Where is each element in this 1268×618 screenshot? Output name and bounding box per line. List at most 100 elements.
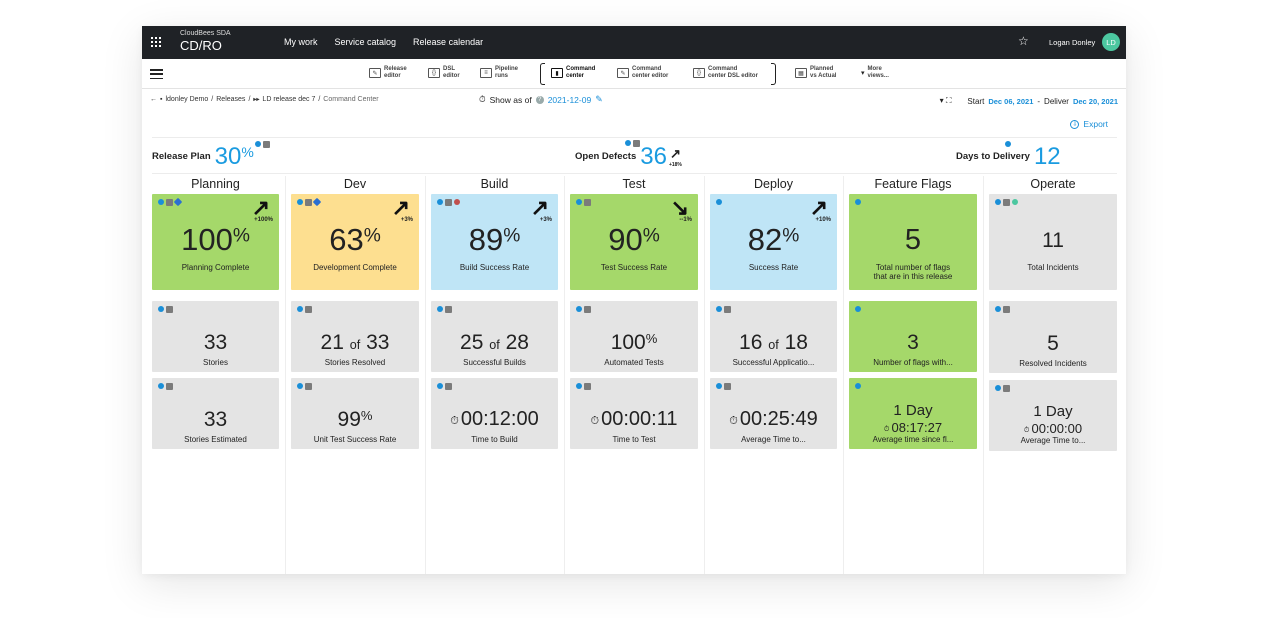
info-icon[interactable] (158, 383, 164, 389)
card-deploy-success-rate[interactable]: ↗ +10% 82% Success Rate (710, 194, 837, 290)
command-center-button[interactable]: ▮ Command center (551, 66, 602, 80)
jira-icon[interactable] (312, 197, 322, 207)
column-header-deploy: Deploy (754, 177, 793, 191)
info-icon[interactable] (297, 306, 303, 312)
more-views-button[interactable]: ▾ More views... (861, 66, 898, 80)
card-resolved-incidents[interactable]: 5 Resolved Incidents (989, 301, 1117, 373)
info-icon[interactable] (716, 383, 722, 389)
hamburger-menu-icon[interactable] (150, 69, 163, 79)
download-icon[interactable] (724, 383, 731, 390)
card-average-time-to-resolve[interactable]: 1 Day ⏱ 00:00:00 Average Time to... (989, 380, 1117, 451)
download-icon[interactable] (445, 199, 452, 206)
info-icon[interactable] (297, 383, 303, 389)
info-icon[interactable] (158, 306, 164, 312)
info-icon[interactable] (716, 306, 722, 312)
export-button[interactable]: ⇩ Export (1070, 119, 1108, 129)
card-average-time-since-flag[interactable]: 1 Day ⏱ 08:17:27 Average time since fl... (849, 378, 977, 449)
card-stories-estimated[interactable]: 33 Stories Estimated (152, 378, 279, 449)
card-successful-builds[interactable]: 25 of 28 Successful Builds (431, 301, 558, 372)
user-name[interactable]: Logan Donley (1049, 38, 1096, 47)
download-icon[interactable] (584, 383, 591, 390)
nav-service-catalog[interactable]: Service catalog (334, 37, 397, 47)
card-unit-test-success-rate[interactable]: 99% Unit Test Success Rate (291, 378, 419, 449)
card-planning-complete[interactable]: ↗ +100% 100% Planning Complete (152, 194, 279, 290)
help-icon[interactable]: ? (535, 95, 544, 104)
info-icon[interactable] (437, 199, 443, 205)
timer-icon: ⏱ (450, 414, 459, 427)
card-time-to-build[interactable]: ⏱ 00:12:00 Time to Build (431, 378, 558, 449)
pagerduty-icon[interactable] (1012, 199, 1018, 205)
release-editor-button[interactable]: ✎ Release editor (369, 66, 426, 80)
info-icon[interactable] (855, 306, 861, 312)
star-icon[interactable]: ☆ (1018, 34, 1029, 48)
download-icon[interactable] (1003, 306, 1010, 313)
info-icon[interactable] (995, 306, 1001, 312)
card-total-flags[interactable]: 5 Total number of flags that are in this… (849, 194, 977, 290)
card-label: Stories (203, 358, 228, 367)
info-icon[interactable] (576, 383, 582, 389)
info-icon[interactable] (158, 199, 164, 205)
brand-logo[interactable]: CloudBees SDA CD/RO (180, 30, 231, 53)
card-automated-tests[interactable]: 100% Automated Tests (570, 301, 698, 372)
download-icon[interactable] (584, 199, 591, 206)
card-flags-with[interactable]: 3 Number of flags with... (849, 301, 977, 372)
info-icon[interactable] (437, 383, 443, 389)
download-icon[interactable] (633, 140, 640, 147)
download-icon[interactable] (305, 306, 312, 313)
info-icon[interactable] (855, 383, 861, 389)
card-stories[interactable]: 33 Stories (152, 301, 279, 372)
breadcrumb-release[interactable]: LD release dec 7 (262, 96, 316, 103)
download-icon[interactable] (166, 199, 173, 206)
info-icon[interactable] (576, 306, 582, 312)
card-successful-applications[interactable]: 16 of 18 Successful Applicatio... (710, 301, 837, 372)
avatar[interactable]: LD (1102, 33, 1120, 51)
card-development-complete[interactable]: ↗ +3% 63% Development Complete (291, 194, 419, 290)
planned-vs-actual-button[interactable]: ▦ Planned vs Actual (795, 66, 846, 80)
info-icon[interactable] (995, 199, 1001, 205)
download-icon[interactable] (1003, 385, 1010, 392)
info-icon[interactable] (716, 199, 722, 205)
card-total-incidents[interactable]: 11 Total Incidents (989, 194, 1117, 290)
card-build-success-rate[interactable]: ↗ +3% 89% Build Success Rate (431, 194, 558, 290)
jenkins-icon[interactable] (454, 199, 460, 205)
pipeline-runs-button[interactable]: ≡ Pipeline runs (480, 66, 527, 80)
card-average-time-to-deploy[interactable]: ⏱ 00:25:49 Average Time to... (710, 378, 837, 449)
card-test-success-rate[interactable]: ↘ --1% 90% Test Success Rate (570, 194, 698, 290)
info-icon[interactable] (297, 199, 303, 205)
command-center-editor-button[interactable]: ✎ Command center editor (617, 66, 682, 80)
info-icon[interactable] (1005, 141, 1011, 147)
card-time-to-test[interactable]: ⏱ 00:00:11 Time to Test (570, 378, 698, 449)
show-as-of-date[interactable]: 2021-12-09 (547, 94, 592, 105)
card-actions (995, 306, 1010, 313)
info-icon[interactable] (576, 199, 582, 205)
nav-release-calendar[interactable]: Release calendar (413, 37, 484, 47)
info-icon[interactable] (855, 199, 861, 205)
download-icon[interactable] (445, 383, 452, 390)
back-arrow-icon[interactable]: ← (150, 96, 157, 103)
info-icon[interactable] (625, 140, 631, 146)
download-icon[interactable] (305, 383, 312, 390)
pencil-icon[interactable]: ✎ (595, 94, 603, 104)
card-stories-resolved[interactable]: 21 of 33 Stories Resolved (291, 301, 419, 372)
trend-up-icon: ↗ (530, 195, 549, 220)
list-icon: ≡ (480, 68, 492, 78)
command-center-dsl-editor-button[interactable]: {} Command center DSL editor (693, 66, 770, 80)
info-icon[interactable] (254, 141, 261, 147)
download-icon[interactable] (262, 141, 270, 148)
app-grid-icon[interactable] (151, 37, 161, 47)
nav-my-work[interactable]: My work (284, 37, 318, 47)
download-icon[interactable] (1003, 199, 1010, 206)
download-icon[interactable] (166, 306, 173, 313)
download-icon[interactable] (166, 383, 173, 390)
info-icon[interactable] (995, 385, 1001, 391)
download-icon[interactable] (584, 306, 591, 313)
download-icon[interactable] (724, 306, 731, 313)
breadcrumb-project[interactable]: ldonley Demo (165, 96, 209, 103)
breadcrumb-releases[interactable]: Releases (216, 96, 246, 103)
jira-icon[interactable] (173, 197, 183, 207)
download-icon[interactable] (305, 199, 312, 206)
dsl-editor-button[interactable]: {} DSL editor (428, 66, 471, 80)
info-icon[interactable] (437, 306, 443, 312)
download-icon[interactable] (445, 306, 452, 313)
fullscreen-icon[interactable]: ▾ ⛶ (939, 96, 952, 105)
